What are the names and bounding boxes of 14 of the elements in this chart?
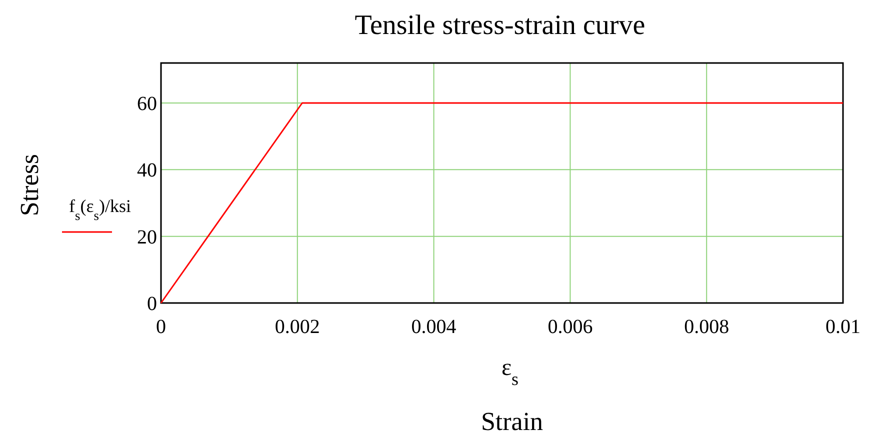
chart-title: Tensile stress-strain curve — [354, 10, 646, 41]
y-tick-label: 40 — [137, 160, 157, 182]
y-axis-title: Stress — [15, 154, 44, 216]
y-tick-label: 0 — [147, 293, 157, 315]
text: ε$_{s}$ — [501, 355, 519, 389]
y-tick-label: 60 — [137, 93, 157, 115]
x-tick-label: 0.008 — [684, 316, 730, 338]
x-tick-label: 0.002 — [274, 316, 320, 338]
y-tick-label: 20 — [137, 226, 157, 248]
x-tick-label: 0.01 — [826, 316, 860, 338]
x-axis-title: Strain — [480, 407, 544, 436]
text: f$_{s}$(ε$_{s}$)/ksi — [68, 196, 132, 222]
x-tick-label: 0.006 — [548, 316, 593, 338]
x-tick-label: 0.004 — [411, 316, 456, 338]
